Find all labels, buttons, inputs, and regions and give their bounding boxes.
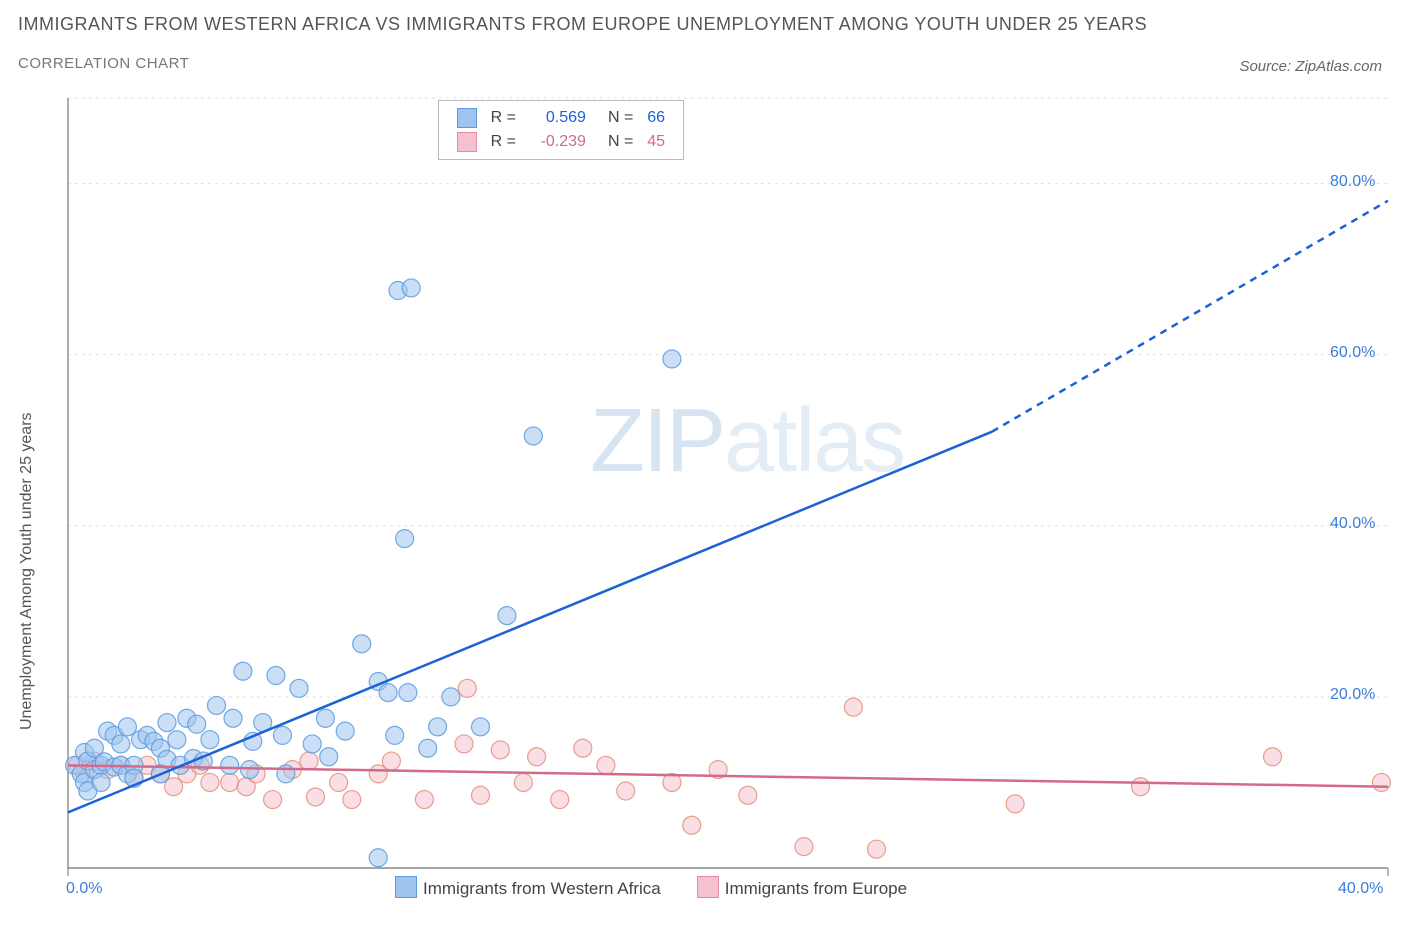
correlation-legend: R =0.569N =66R =-0.239N =45 xyxy=(438,100,684,160)
legend-item: Immigrants from Western Africa xyxy=(395,879,661,898)
x-tick-label: 0.0% xyxy=(66,880,102,898)
legend-label: Immigrants from Western Africa xyxy=(423,879,661,898)
chart-container: Unemployment Among Youth under 25 years … xyxy=(0,90,1406,930)
y-axis-label: Unemployment Among Youth under 25 years xyxy=(18,412,36,730)
legend-swatch xyxy=(457,108,477,128)
legend-swatch xyxy=(697,876,719,898)
y-tick-label: 80.0% xyxy=(1330,173,1375,191)
legend-item: Immigrants from Europe xyxy=(697,879,907,898)
series-legend: Immigrants from Western Africa Immigrants… xyxy=(395,876,943,899)
y-tick-label: 40.0% xyxy=(1330,515,1375,533)
correlation-scatter-chart xyxy=(0,90,1406,900)
legend-swatch xyxy=(395,876,417,898)
legend-swatch xyxy=(457,132,477,152)
y-tick-label: 20.0% xyxy=(1330,686,1375,704)
page-title: IMMIGRANTS FROM WESTERN AFRICA VS IMMIGR… xyxy=(18,14,1147,35)
x-tick-label: 40.0% xyxy=(1338,880,1383,898)
y-tick-label: 60.0% xyxy=(1330,344,1375,362)
page-subtitle: CORRELATION CHART xyxy=(18,55,1147,72)
legend-label: Immigrants from Europe xyxy=(725,879,907,898)
source-attribution: Source: ZipAtlas.com xyxy=(1239,58,1382,75)
